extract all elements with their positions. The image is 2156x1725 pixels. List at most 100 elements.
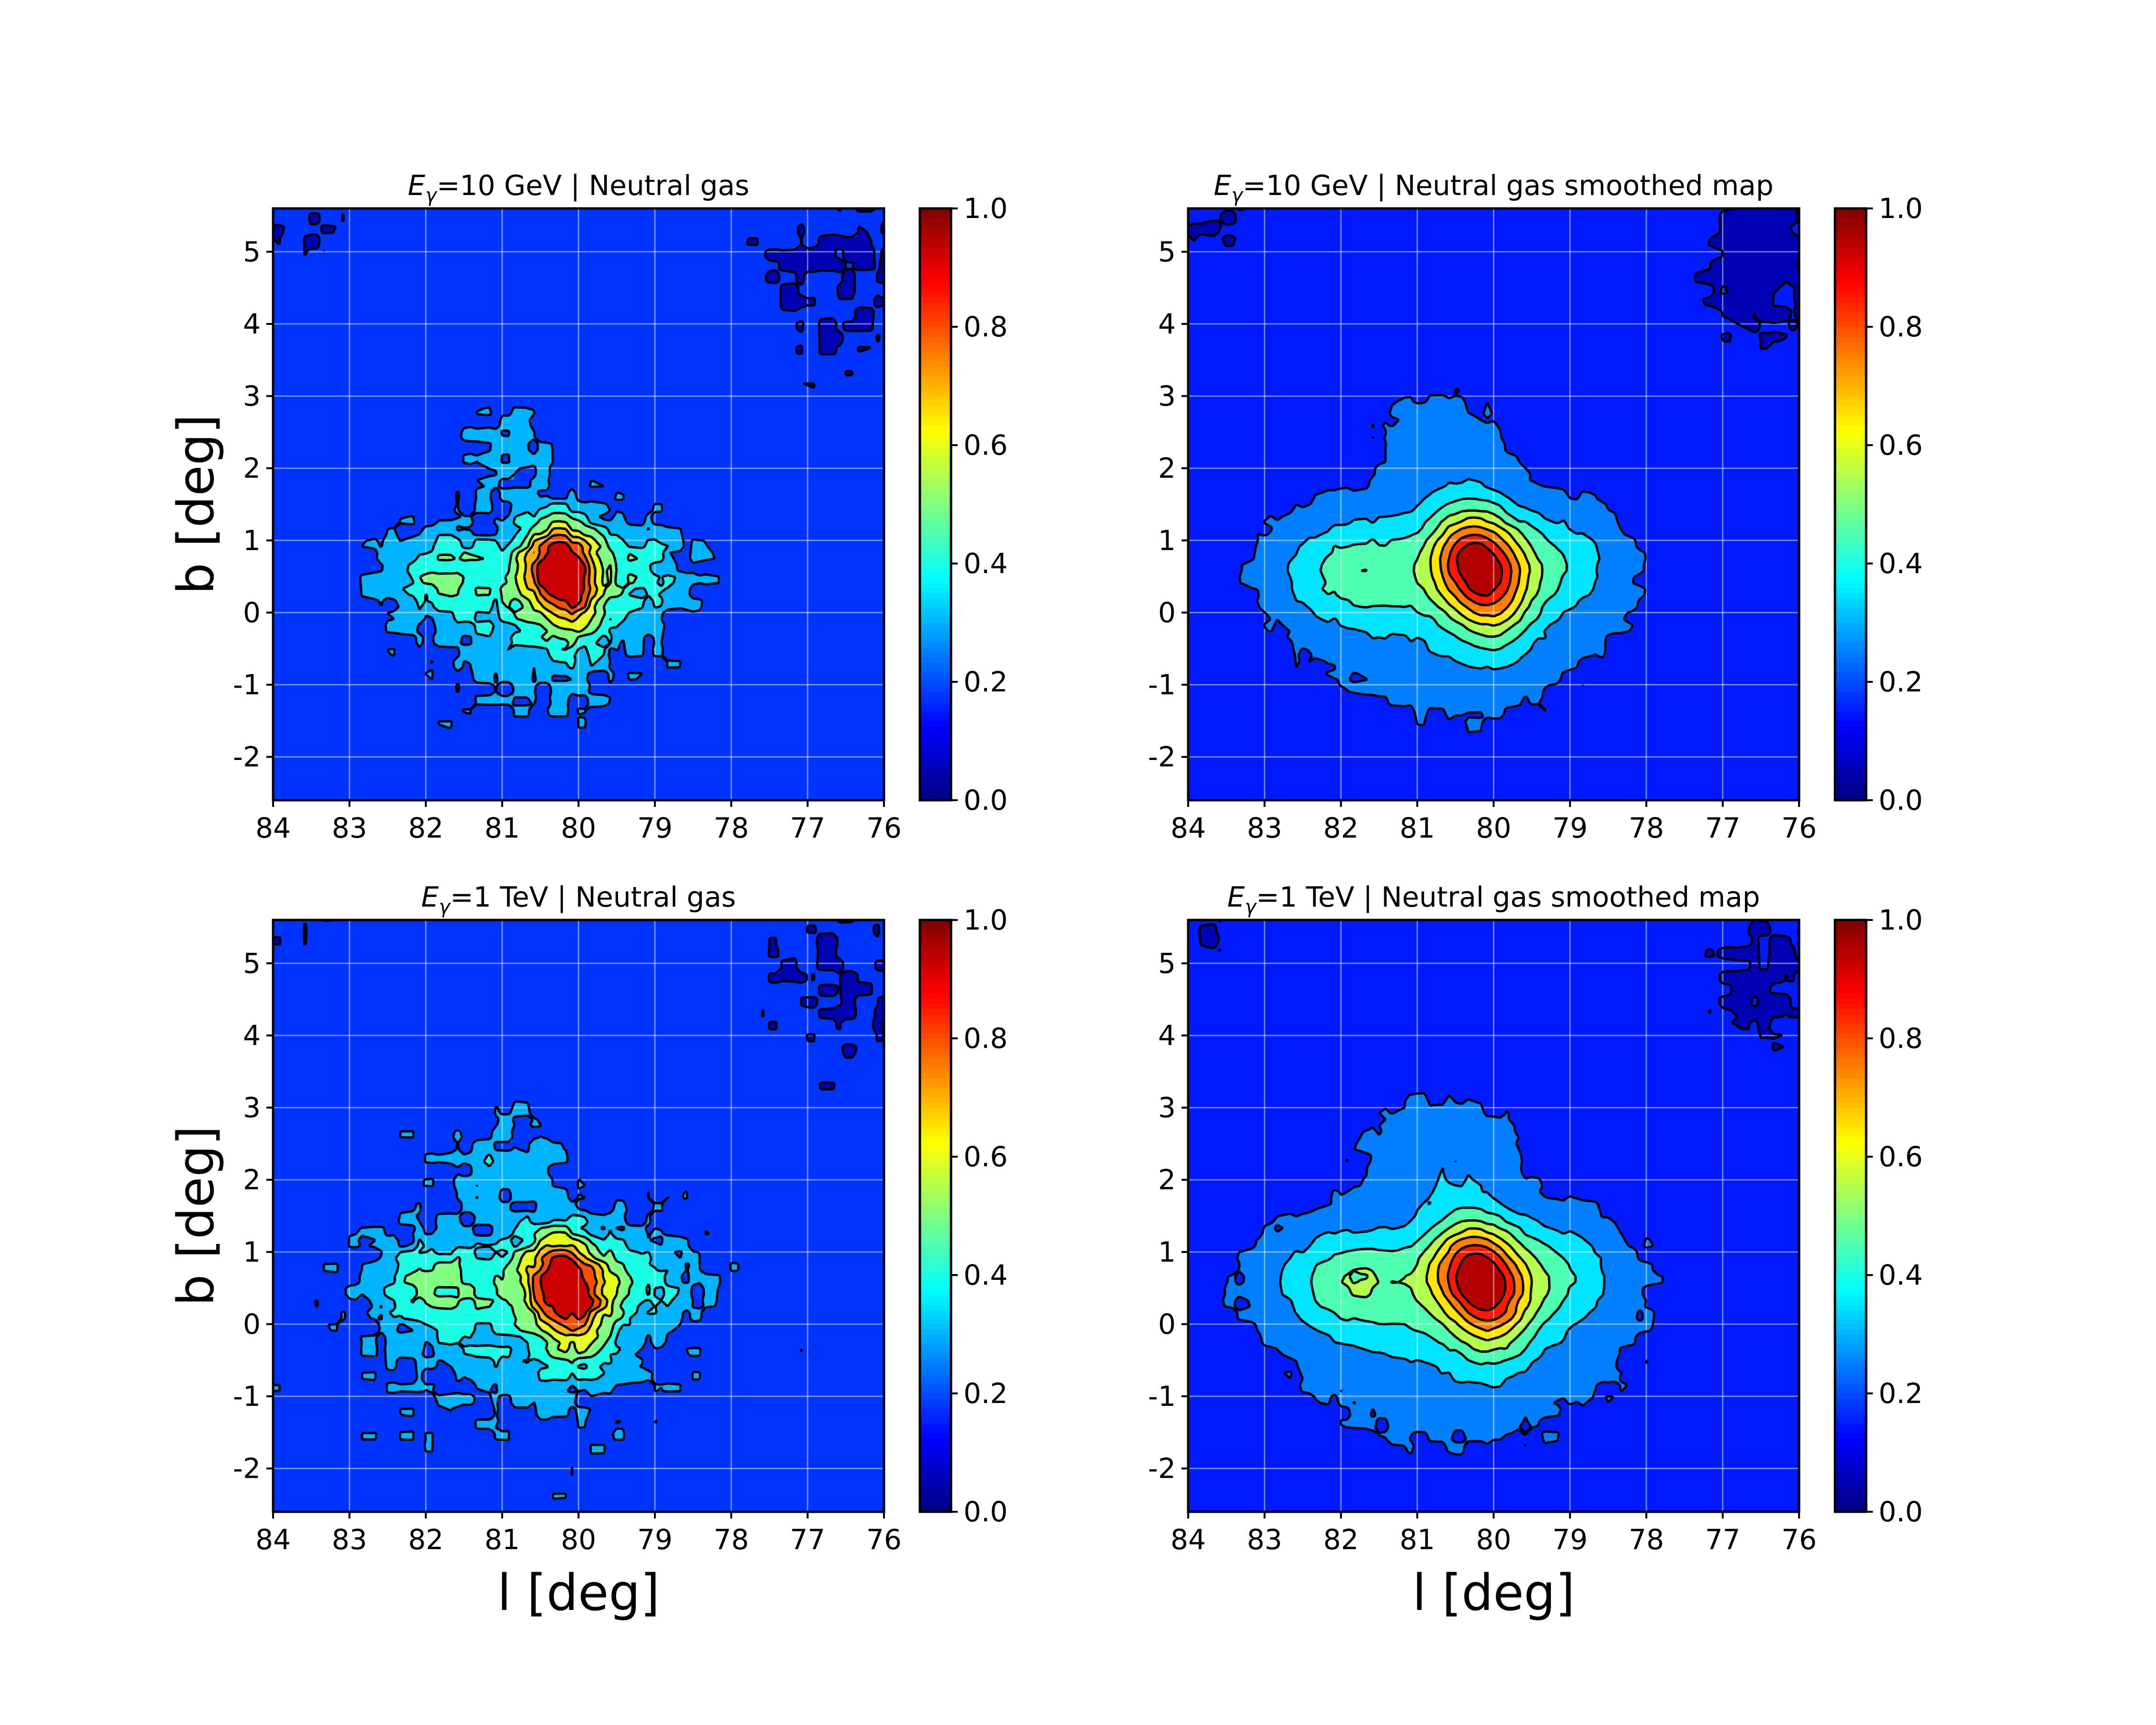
colorbar-segment	[920, 785, 951, 791]
colorbar-segment	[920, 1314, 951, 1320]
colorbar-segment	[1835, 1171, 1866, 1177]
colorbar-segment	[920, 760, 951, 766]
y-tick-label: 0	[243, 1308, 261, 1340]
colorbar-segment	[1835, 218, 1866, 224]
colorbar-segment	[1835, 756, 1866, 761]
colorbar-segment	[920, 356, 951, 362]
colorbar-segment	[1835, 282, 1866, 288]
colorbar-segment	[920, 1492, 951, 1497]
colorbar-segment	[1835, 578, 1866, 584]
colorbar-segment	[920, 994, 951, 1000]
colorbar-segment	[920, 1211, 951, 1217]
colorbar-segment	[920, 1403, 951, 1409]
colorbar-segment	[920, 1087, 951, 1093]
colorbar-segment	[920, 1289, 951, 1295]
colorbar-segment	[1835, 1502, 1866, 1507]
x-tick-label: 81	[1399, 812, 1435, 844]
colorbar-segment	[920, 736, 951, 742]
x-tick-label: 82	[408, 1523, 444, 1556]
colorbar-segment	[920, 1260, 951, 1266]
colorbar-segment	[1835, 420, 1866, 426]
colorbar-segment	[920, 1028, 951, 1034]
x-tick-label: 79	[1552, 812, 1588, 844]
colorbar-tick-label: 0.0	[963, 784, 1008, 816]
colorbar-segment	[1835, 721, 1866, 727]
colorbar-segment	[920, 307, 951, 312]
x-tick-label: 80	[1476, 1523, 1512, 1556]
x-tick-label: 80	[561, 1523, 596, 1556]
colorbar-segment	[920, 277, 951, 283]
colorbar-segment	[1835, 1285, 1866, 1290]
y-tick-label: 1	[1158, 524, 1176, 557]
colorbar-segment	[1835, 1038, 1866, 1044]
y-tick-label: 0	[1158, 596, 1176, 629]
colorbar-segment	[920, 272, 951, 278]
colorbar-segment	[920, 1452, 951, 1458]
colorbar-segment	[920, 445, 951, 450]
colorbar-segment	[1835, 1364, 1866, 1369]
x-tick-label: 77	[790, 812, 826, 844]
colorbar-segment	[1835, 312, 1866, 318]
colorbar-segment	[920, 1068, 951, 1073]
colorbar-tick-label: 0.4	[1879, 547, 1923, 580]
colorbar-segment	[1835, 1438, 1866, 1443]
colorbar-segment	[1835, 652, 1866, 658]
contour-line	[401, 502, 677, 670]
colorbar-segment	[920, 775, 951, 781]
colorbar-segment	[1835, 1211, 1866, 1217]
colorbar-segment	[1835, 549, 1866, 554]
colorbar-segment	[920, 1166, 951, 1172]
colorbar-segment	[920, 765, 951, 771]
colorbar-segment	[920, 920, 951, 925]
colorbar-segment	[1835, 959, 1866, 965]
colorbar-segment	[920, 282, 951, 288]
contour-line	[419, 511, 639, 651]
colorbar-segment	[920, 287, 951, 293]
colorbar-segment	[920, 519, 951, 525]
colorbar-segment	[920, 770, 951, 776]
y-tick-label: 4	[1158, 308, 1176, 340]
colorbar-segment	[920, 1462, 951, 1468]
colorbar-segment	[1835, 302, 1866, 308]
colorbar-segment	[920, 657, 951, 663]
x-tick-label: 76	[1781, 812, 1817, 844]
colorbar-segment	[1835, 1058, 1866, 1064]
colorbar-segment	[920, 1048, 951, 1054]
colorbar-segment	[920, 1472, 951, 1478]
x-tick-label: 81	[1399, 1523, 1435, 1556]
colorbar-segment	[920, 366, 951, 372]
colorbar-segment	[1835, 1166, 1866, 1172]
colorbar-segment	[1835, 243, 1866, 248]
colorbar-segment	[1835, 1147, 1866, 1152]
colorbar-segment	[1835, 741, 1866, 747]
colorbar-segment	[1835, 1003, 1866, 1009]
colorbar-segment	[920, 1226, 951, 1231]
x-tick-label: 80	[561, 812, 596, 844]
colorbar-segment	[1835, 760, 1866, 766]
colorbar-segment	[1835, 391, 1866, 396]
colorbar-segment	[920, 248, 951, 253]
colorbar-segment	[920, 396, 951, 401]
colorbar-segment	[920, 1151, 951, 1157]
colorbar-segment	[920, 726, 951, 732]
x-tick-label: 84	[255, 1523, 291, 1556]
colorbar-segment	[1835, 667, 1866, 673]
colorbar-segment	[920, 1373, 951, 1379]
colorbar-segment	[920, 267, 951, 273]
colorbar-segment	[920, 1073, 951, 1078]
colorbar-segment	[920, 213, 951, 219]
colorbar-segment	[1835, 751, 1866, 756]
colorbar-segment	[920, 1442, 951, 1448]
colorbar-tick-label: 0.4	[963, 1259, 1008, 1291]
contour-line	[1425, 1227, 1533, 1342]
colorbar-segment	[920, 706, 951, 712]
colorbar-segment	[1835, 1433, 1866, 1438]
colorbar-segment	[920, 470, 951, 475]
colorbar-segment	[1835, 1482, 1866, 1488]
x-tick-label: 81	[484, 1523, 520, 1556]
colorbar-segment	[1835, 1398, 1866, 1404]
colorbar-segment	[1835, 1186, 1866, 1192]
colorbar-segment	[1835, 425, 1866, 431]
colorbar-tick-label: 0.2	[1879, 666, 1923, 698]
contour-line	[1221, 1092, 1664, 1456]
